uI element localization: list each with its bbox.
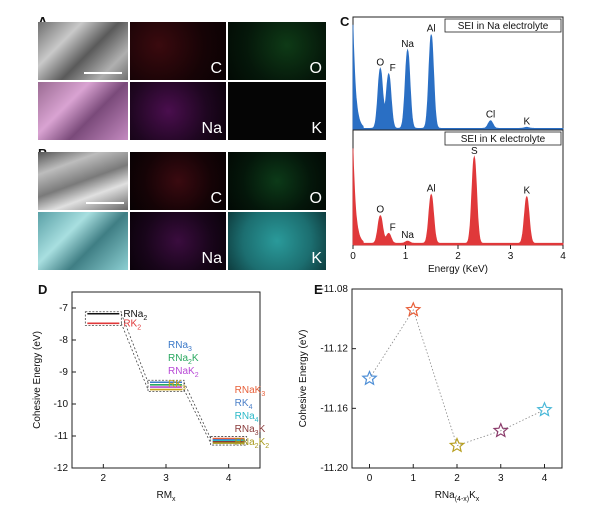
peak-label-o: O <box>376 205 384 216</box>
x-tick-label: 3 <box>508 251 514 262</box>
plot-frame <box>351 288 563 469</box>
panel-a-o-map: O <box>228 22 326 80</box>
data-point-star <box>405 301 422 317</box>
k-map-label: K <box>311 250 322 267</box>
compound-label: RNaK3 <box>235 385 266 398</box>
y-tick-label: -11 <box>54 431 68 442</box>
panel-b-c-map: C <box>130 152 226 210</box>
panel-a-c-map: C <box>130 22 226 80</box>
o-map-label: O <box>309 60 322 77</box>
y-tick-label: -11.16 <box>320 403 348 414</box>
level-box <box>210 436 248 446</box>
panel-a-na-map: Na <box>130 82 226 140</box>
panel-b-overlay-image <box>38 212 128 270</box>
panel-a-overlay-image <box>38 82 128 140</box>
peak-label-o: O <box>376 57 384 68</box>
spectrum-title: SEI in K electrolyte <box>461 134 546 145</box>
scale-bar <box>86 202 124 204</box>
k-map-label: K <box>311 120 322 137</box>
connector-line <box>120 313 149 383</box>
spectrum-title-box <box>444 18 562 33</box>
peak-label-f: F <box>390 222 396 233</box>
panel-b-na-map: Na <box>130 212 226 270</box>
spectrum-area <box>352 24 564 131</box>
compound-label: RNa2 <box>123 309 147 322</box>
x-axis-label: Energy (KeV) <box>428 264 488 275</box>
panel-a-letter: A <box>38 14 47 29</box>
y-tick-label: -8 <box>59 335 68 346</box>
panel-b-k-map: K <box>228 212 326 270</box>
peak-label-na: Na <box>401 230 414 241</box>
compound-label: RK3 <box>168 379 186 392</box>
x-tick-label: 1 <box>410 473 416 484</box>
panel-b-sem-image <box>38 152 128 210</box>
x-tick-label: 1 <box>403 251 409 262</box>
peak-label-f: F <box>390 63 396 74</box>
x-tick-label: 3 <box>498 473 504 484</box>
o-map-label: O <box>309 190 322 207</box>
compound-label: RK2 <box>123 318 141 331</box>
peak-label-s: S <box>471 146 478 157</box>
data-point-star <box>536 401 553 417</box>
connector-line <box>183 389 212 444</box>
panel-c-letter: C <box>340 14 350 29</box>
compound-label: RNa3K <box>235 424 266 437</box>
compound-label: RNaK2 <box>168 366 199 379</box>
peak-label-al: Al <box>427 183 436 194</box>
trend-line <box>369 308 545 447</box>
panel-e-letter: E <box>314 282 323 297</box>
scale-bar <box>84 72 122 74</box>
x-tick-label: 2 <box>101 473 107 484</box>
peak-label-k: K <box>523 116 530 127</box>
compound-label: RNa2K <box>168 353 199 366</box>
panel-a-k-map: K <box>228 82 326 140</box>
peak-label-al: Al <box>427 24 436 35</box>
peak-label-cl: Cl <box>486 110 495 121</box>
compound-label: RNa4 <box>235 411 259 424</box>
panel-a-sem-image <box>38 22 128 80</box>
level-box <box>147 379 185 392</box>
x-axis-label: RNa(4-x)Kx <box>435 490 480 503</box>
spectrum-area <box>352 148 564 246</box>
peak-label-k: K <box>523 186 530 197</box>
compound-label: RNa2K2 <box>235 437 270 450</box>
x-tick-label: 0 <box>367 473 373 484</box>
c-map-label: C <box>210 60 222 77</box>
spectrum-title-box <box>444 131 562 146</box>
compound-label: RK4 <box>235 398 253 411</box>
panel-d-letter: D <box>38 282 48 297</box>
x-tick-label: 0 <box>350 251 356 262</box>
y-tick-label: -9 <box>59 367 68 378</box>
y-tick-label: -11.12 <box>320 344 348 355</box>
level-box <box>84 311 122 326</box>
data-point-star <box>361 369 378 386</box>
spectrum-title: SEI in Na electrolyte <box>458 21 549 32</box>
data-point-star <box>448 437 466 453</box>
x-tick-label: 4 <box>542 473 548 484</box>
y-axis-label: Cohesive Energy (eV) <box>298 330 309 428</box>
x-tick-label: 3 <box>163 473 169 484</box>
x-tick-label: 4 <box>560 251 566 262</box>
x-tick-label: 4 <box>226 473 232 484</box>
panel-b-o-map: O <box>228 152 326 210</box>
x-tick-label: 2 <box>454 473 460 484</box>
peak-label-na: Na <box>401 39 414 50</box>
y-tick-label: -11.08 <box>320 284 348 295</box>
x-axis-label: RMx <box>156 490 176 503</box>
y-axis-label: Cohesive Energy (eV) <box>32 331 43 429</box>
na-map-label: Na <box>201 250 222 267</box>
y-tick-label: -7 <box>59 303 68 314</box>
y-tick-label: -11.20 <box>320 463 348 474</box>
na-map-label: Na <box>201 120 222 137</box>
y-tick-label: -10 <box>54 399 69 410</box>
data-point-star <box>492 422 509 438</box>
x-tick-label: 2 <box>455 251 461 262</box>
compound-label: RNa3 <box>168 340 192 353</box>
y-tick-label: -12 <box>54 463 69 474</box>
c-map-label: C <box>210 190 222 207</box>
